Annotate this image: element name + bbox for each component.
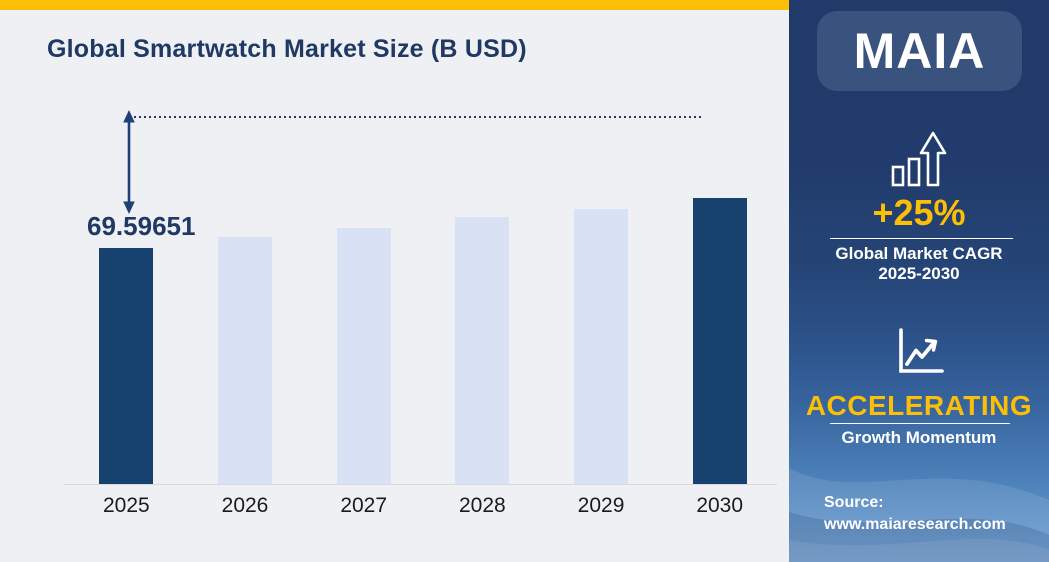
bar-plot xyxy=(67,0,779,484)
bar-slot-2027 xyxy=(304,0,423,484)
x-axis-labels: 2025 2026 2027 2028 2029 2030 xyxy=(67,494,779,518)
bar-2026 xyxy=(218,237,272,484)
bar-slot-2025 xyxy=(67,0,186,484)
cagr-value: +25% xyxy=(872,192,966,233)
x-tick-2030: 2030 xyxy=(696,494,744,517)
x-tick-2028: 2028 xyxy=(458,494,506,517)
divider-line xyxy=(830,423,1010,424)
bar-slot-2030 xyxy=(660,0,779,484)
divider-line xyxy=(830,238,1013,239)
maia-logo-text: MAIA xyxy=(853,23,986,79)
wave-decoration xyxy=(789,468,1049,562)
cagr-caption: Global Market CAGR 2025-2030 xyxy=(789,244,1049,284)
x-tick-2025: 2025 xyxy=(102,494,150,517)
bar-slot-2026 xyxy=(186,0,305,484)
source-label: Source: xyxy=(824,494,884,511)
reference-dotted-line xyxy=(129,116,703,118)
x-tick-2026: 2026 xyxy=(221,494,269,517)
bar-2030 xyxy=(692,198,747,484)
chart-title: Global Smartwatch Market Size (B USD) xyxy=(47,35,527,63)
x-tick-2027: 2027 xyxy=(340,494,388,517)
momentum-value: ACCELERATING xyxy=(805,390,1033,421)
bar-slot-2028 xyxy=(423,0,542,484)
x-tick-2029: 2029 xyxy=(577,494,625,517)
bar-slot-2029 xyxy=(542,0,661,484)
source-url[interactable]: www.maiaresearch.com xyxy=(824,516,1006,533)
bar-2029 xyxy=(574,209,629,484)
line-chart-up-icon xyxy=(899,328,944,373)
bar-growth-up-arrow-icon xyxy=(891,131,947,187)
bar-2025 xyxy=(99,248,154,484)
bars-container xyxy=(67,0,779,484)
momentum-caption: Growth Momentum xyxy=(841,428,997,447)
data-label-2025: 69.59651 xyxy=(87,211,196,241)
bar-2027 xyxy=(336,228,391,484)
brand-sidebar: MAIA +25% Global Market CAGR 2025-2030 A… xyxy=(789,0,1049,562)
x-axis-line xyxy=(64,484,777,485)
cagr-caption-line1: Global Market CAGR xyxy=(835,244,1003,263)
top-accent-bar xyxy=(0,0,789,10)
source-block: Source: www.maiaresearch.com xyxy=(824,492,1006,536)
maia-logo: MAIA xyxy=(817,11,1022,91)
double-arrow-icon xyxy=(123,110,135,214)
chart-panel: Global Smartwatch Market Size (B USD) 69… xyxy=(0,0,789,518)
bar-2028 xyxy=(455,217,510,484)
cagr-caption-line2: 2025-2030 xyxy=(878,264,960,283)
